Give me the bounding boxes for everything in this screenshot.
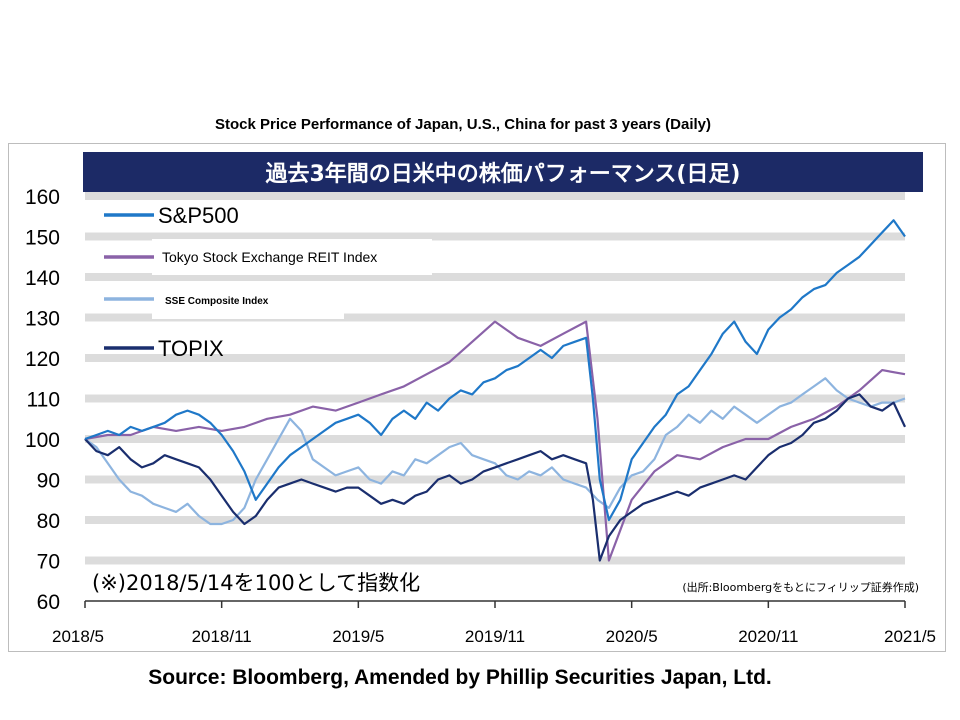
x-axis-ticks: 2018/5 2018/11 2019/5 2019/11 2020/5 2020/11 2…	[52, 601, 936, 646]
y-tick-label: 110	[27, 389, 60, 412]
legend: S&P500 Tokyo Stock Exchange REIT Index SSE…	[104, 203, 432, 361]
legend-label: TOPIX	[158, 336, 224, 361]
x-tick-label: 2019/5	[332, 627, 384, 646]
legend-label: SSE Composite Index	[165, 296, 269, 307]
note-text: (※)2018/5/14を100として指数化	[92, 571, 420, 595]
x-tick-label: 2021/5	[884, 627, 936, 646]
chart-title-banner	[83, 152, 923, 192]
legend-label: Tokyo Stock Exchange REIT Index	[162, 249, 377, 265]
source-text: Source: Bloomberg, Amended by Phillip Se…	[148, 666, 772, 689]
x-tick-label: 2020/11	[738, 627, 798, 646]
y-tick-label: 100	[25, 429, 60, 452]
x-tick-label: 2018/5	[52, 627, 104, 646]
y-tick-label: 90	[37, 470, 60, 493]
x-tick-label: 2019/11	[465, 627, 525, 646]
series-line-sse-composite-index	[84, 377, 906, 526]
y-tick-label: 120	[25, 348, 60, 371]
y-tick-label: 160	[25, 186, 60, 209]
y-tick-label: 80	[37, 510, 60, 533]
chart-title: 過去3年間の日米中の株価パフォーマンス(日足)	[266, 161, 741, 187]
y-tick-label: 60	[37, 591, 60, 614]
y-tick-label: 150	[25, 227, 60, 250]
x-tick-label: 2020/5	[606, 627, 658, 646]
y-tick-label: 130	[25, 308, 60, 331]
legend-label-background	[152, 285, 344, 319]
series-line-s-p500	[84, 219, 906, 522]
series-line-tokyo-stock-exchange-reit-index	[84, 320, 906, 562]
legend-label-background	[152, 239, 432, 275]
y-axis-ticks: 60 70 80 90 100 110 120 130 140 150 160	[25, 186, 60, 614]
y-tick-label: 70	[37, 551, 60, 574]
stock-performance-chart: 過去3年間の日米中の株価パフォーマンス(日足) 60 70 80 90 100 110 12…	[25, 152, 936, 646]
credit-text: (出所:Bloombergをもとにフィリップ証券作成)	[682, 580, 919, 594]
x-tick-label: 2018/11	[192, 627, 252, 646]
series-line-topix	[84, 393, 906, 562]
page-title: Stock Price Performance of Japan, U.S., …	[214, 116, 711, 133]
legend-label: S&P500	[158, 203, 239, 228]
y-tick-label: 140	[25, 267, 60, 290]
series-lines	[84, 219, 906, 562]
